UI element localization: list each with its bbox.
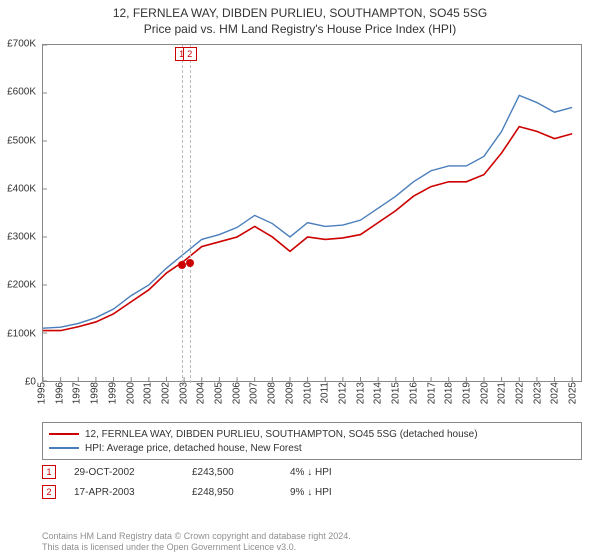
event-marker: 1 [42,465,56,479]
x-tick-label: 1995 [37,382,48,404]
marker-dot [178,261,186,269]
event-row: 2 17-APR-2003 £248,950 9% ↓ HPI [42,482,582,502]
event-price: £243,500 [192,467,272,478]
event-marker: 2 [42,485,56,499]
x-tick-label: 2018 [444,382,455,404]
legend-item: HPI: Average price, detached house, New … [49,441,575,455]
event-table: 1 29-OCT-2002 £243,500 4% ↓ HPI 2 17-APR… [42,462,582,502]
x-tick-label: 2024 [550,382,561,404]
x-tick-label: 1997 [72,382,83,404]
y-tick-label: £700K [7,39,36,50]
marker-dot [186,259,194,267]
x-axis: 1995199619971998199920002001200220032004… [42,382,582,404]
x-tick-label: 2002 [160,382,171,404]
x-tick-label: 2021 [497,382,508,404]
x-tick-label: 2012 [337,382,348,404]
x-tick-label: 2025 [568,382,579,404]
event-row: 1 29-OCT-2002 £243,500 4% ↓ HPI [42,462,582,482]
x-tick-label: 2020 [479,382,490,404]
title-line-2: Price paid vs. HM Land Registry's House … [0,22,600,36]
y-tick-label: £200K [7,280,36,291]
footer-line-2: This data is licensed under the Open Gov… [42,542,582,554]
legend-label: 12, FERNLEA WAY, DIBDEN PURLIEU, SOUTHAM… [85,429,478,440]
legend-swatch-red [49,433,79,435]
footer-line-1: Contains HM Land Registry data © Crown c… [42,531,582,543]
x-tick-label: 2008 [267,382,278,404]
legend-item: 12, FERNLEA WAY, DIBDEN PURLIEU, SOUTHAM… [49,427,575,441]
x-tick-label: 1998 [90,382,101,404]
series-blue [43,95,572,328]
x-tick-label: 2023 [532,382,543,404]
x-tick-label: 2007 [249,382,260,404]
marker-vline [182,45,183,383]
legend: 12, FERNLEA WAY, DIBDEN PURLIEU, SOUTHAM… [42,422,582,460]
event-delta: 4% ↓ HPI [290,467,370,478]
x-tick-label: 2000 [125,382,136,404]
x-tick-label: 2011 [320,382,331,404]
footer: Contains HM Land Registry data © Crown c… [42,531,582,554]
chart-lines [43,45,581,381]
y-tick-label: £0 [25,377,36,388]
y-tick-label: £600K [7,87,36,98]
marker-label: 2 [183,47,197,61]
x-tick-label: 2014 [373,382,384,404]
y-tick-label: £300K [7,232,36,243]
x-tick-label: 1999 [107,382,118,404]
x-tick-label: 2009 [284,382,295,404]
y-tick-label: £500K [7,135,36,146]
x-tick-label: 2004 [196,382,207,404]
x-tick-label: 2005 [214,382,225,404]
title-line-1: 12, FERNLEA WAY, DIBDEN PURLIEU, SOUTHAM… [0,6,600,20]
plot-area: 12 [42,44,582,382]
legend-label: HPI: Average price, detached house, New … [85,443,302,454]
event-delta: 9% ↓ HPI [290,487,370,498]
x-tick-label: 2016 [408,382,419,404]
y-tick-label: £400K [7,183,36,194]
x-tick-label: 2015 [391,382,402,404]
event-price: £248,950 [192,487,272,498]
x-tick-label: 2022 [515,382,526,404]
series-red [43,127,572,331]
event-date: 17-APR-2003 [74,487,174,498]
y-tick-label: £100K [7,328,36,339]
x-tick-label: 2010 [302,382,313,404]
event-date: 29-OCT-2002 [74,467,174,478]
x-tick-label: 2013 [355,382,366,404]
x-tick-label: 2003 [178,382,189,404]
marker-vline [190,45,191,383]
chart: £0£100K£200K£300K£400K£500K£600K£700K 12… [42,44,582,400]
x-tick-label: 2019 [461,382,472,404]
x-tick-label: 1996 [54,382,65,404]
legend-swatch-blue [49,447,79,449]
x-tick-label: 2001 [143,382,154,404]
x-tick-label: 2006 [231,382,242,404]
y-axis: £0£100K£200K£300K£400K£500K£600K£700K [0,44,40,382]
chart-title: 12, FERNLEA WAY, DIBDEN PURLIEU, SOUTHAM… [0,0,600,36]
x-tick-label: 2017 [426,382,437,404]
